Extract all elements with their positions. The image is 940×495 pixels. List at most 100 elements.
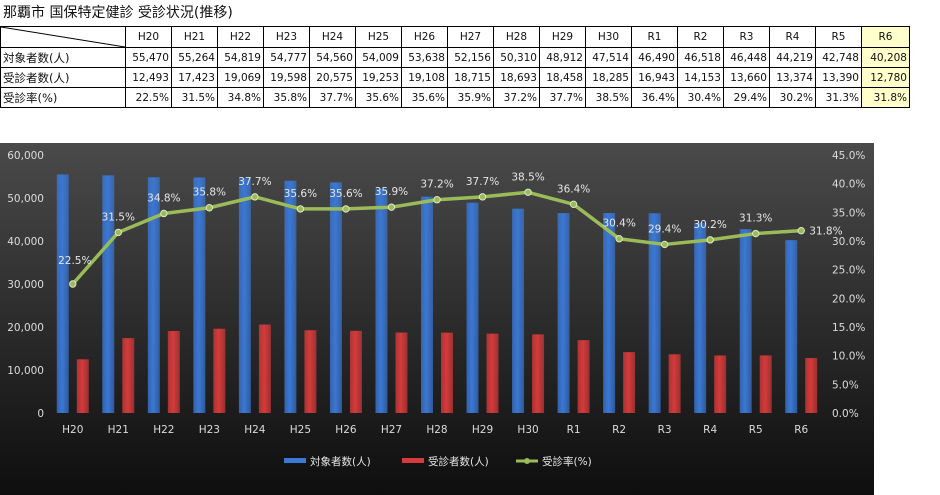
rate-data-label: 29.4% [648,223,681,235]
data-table: H20 H21 H22 H23 H24 H25 H26 H27 H28 H29 … [0,26,910,108]
table-cell: 12,493 [125,67,172,88]
row-examinee-count: 受診者数(人) 12,493 17,423 19,069 19,598 20,575 19,… [0,67,910,88]
bar-examinee-count [395,332,408,413]
year-header-current: R6 [861,26,910,48]
table-cell: 46,518 [677,47,724,68]
bar-target-count [603,212,616,413]
y-right-tick-label: 15.0% [832,322,865,334]
x-tick-label: H21 [108,424,129,436]
bar-target-count [147,177,160,413]
table-cell: 19,598 [263,67,310,88]
x-tick-label: H24 [244,424,266,436]
bar-target-count [329,182,342,413]
x-tick-label: R1 [567,424,581,436]
legend-swatch [402,458,424,463]
x-tick-label: H28 [426,424,447,436]
table-header-row: H20 H21 H22 H23 H24 H25 H26 H27 H28 H29 … [0,26,910,48]
bar-target-count [56,174,69,413]
x-tick-label: R6 [794,424,808,436]
table-cell: 31.3% [815,87,862,108]
x-tick-label: H25 [290,424,311,436]
bar-target-count [238,178,251,413]
x-tick-label: H20 [62,424,83,436]
table-cell: 54,819 [217,47,264,68]
bar-target-count [102,175,115,413]
rate-point [752,229,760,238]
rate-data-label: 34.8% [147,192,180,204]
bar-target-count [375,188,388,413]
bar-examinee-count [349,330,362,413]
rate-data-label: 37.7% [238,176,271,188]
table-cell: 17,423 [171,67,218,88]
bar-target-count [694,222,707,413]
table-cell: 54,777 [263,47,310,68]
year-header: H25 [355,26,402,48]
year-header: H27 [447,26,494,48]
table-cell: 35.6% [355,87,402,108]
table-cell: 19,253 [355,67,402,88]
rate-point [342,205,350,213]
row-label: 対象者数(人) [0,47,126,68]
rate-data-label: 31.8% [809,226,842,238]
y-left-tick-label: 20,000 [7,322,44,334]
year-header: H21 [171,26,218,48]
x-tick-label: R2 [612,424,626,436]
year-header: R4 [769,26,816,48]
table-cell: 37.2% [493,87,540,108]
y-right-tick-label: 0.0% [832,408,859,420]
table-cell: 31.5% [171,87,218,108]
x-tick-label: R5 [749,424,763,436]
bar-examinee-count [668,354,681,413]
table-cell: 30.2% [769,87,816,108]
year-header: H30 [585,26,632,48]
table-cell: 34.8% [217,87,264,108]
x-tick-label: H26 [335,424,357,436]
y-right-tick-label: 10.0% [832,351,865,363]
rate-data-label: 35.6% [329,188,362,200]
legend-label: 受診率(%) [542,455,592,468]
y-right-tick-label: 40.0% [832,179,865,191]
table-cell: 18,715 [447,67,494,88]
table-cell: 54,560 [309,47,356,68]
rate-data-label: 35.6% [284,188,317,200]
table-cell: 36.4% [631,87,678,108]
rate-data-label: 35.9% [375,186,408,198]
table-cell: 37.7% [539,87,586,108]
rate-point [660,240,669,249]
bar-examinee-count [258,324,271,413]
y-right-tick-label: 35.0% [832,207,865,219]
bar-examinee-count [805,358,818,413]
rate-point [160,209,168,218]
rate-point [524,188,532,196]
x-tick-label: H30 [517,424,538,436]
bar-target-count [512,208,525,413]
bar-examinee-count [122,338,135,413]
bar-target-count [284,180,297,413]
rate-data-label: 31.5% [102,211,135,223]
rate-data-label: 30.4% [602,218,635,230]
rate-data-label: 30.2% [693,219,726,231]
table-cell: 22.5% [125,87,172,108]
legend-marker [524,458,530,464]
y-right-tick-label: 25.0% [832,265,865,277]
table-cell: 13,374 [769,67,816,88]
table-cell: 16,943 [631,67,678,88]
y-right-tick-label: 5.0% [832,379,859,391]
bar-target-count [557,213,570,413]
bar-examinee-count [441,332,453,413]
table-cell: 18,693 [493,67,540,88]
table-cell: 18,285 [585,67,632,88]
y-left-tick-label: 50,000 [7,193,44,205]
table-cell: 29.4% [723,87,770,108]
table-cell: 37.7% [309,87,356,108]
rate-point [706,236,714,244]
rate-data-label: 36.4% [557,183,590,195]
y-left-tick-label: 40,000 [7,236,44,248]
rate-point [797,226,805,235]
year-header: R1 [631,26,678,48]
rate-point [433,196,441,204]
rate-point [615,235,623,243]
rate-data-label: 38.5% [511,171,544,183]
rate-data-label: 22.5% [58,255,91,267]
rate-point [387,203,396,211]
